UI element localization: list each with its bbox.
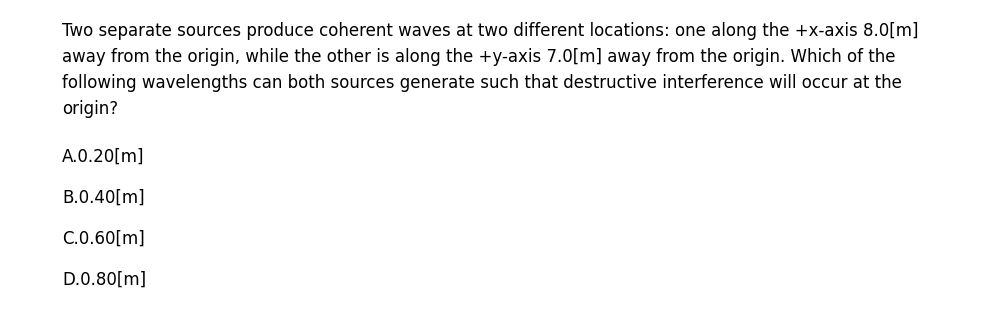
Text: B.0.40[m]: B.0.40[m] bbox=[62, 189, 145, 207]
Text: A.0.20[m]: A.0.20[m] bbox=[62, 148, 144, 166]
Text: Two separate sources produce coherent waves at two different locations: one alon: Two separate sources produce coherent wa… bbox=[62, 22, 918, 40]
Text: D.0.80[m]: D.0.80[m] bbox=[62, 271, 146, 289]
Text: C.0.60[m]: C.0.60[m] bbox=[62, 230, 145, 248]
Text: away from the origin, while the other is along the +y-axis 7.0[m] away from the : away from the origin, while the other is… bbox=[62, 48, 894, 66]
Text: origin?: origin? bbox=[62, 100, 118, 118]
Text: following wavelengths can both sources generate such that destructive interferen: following wavelengths can both sources g… bbox=[62, 74, 901, 92]
